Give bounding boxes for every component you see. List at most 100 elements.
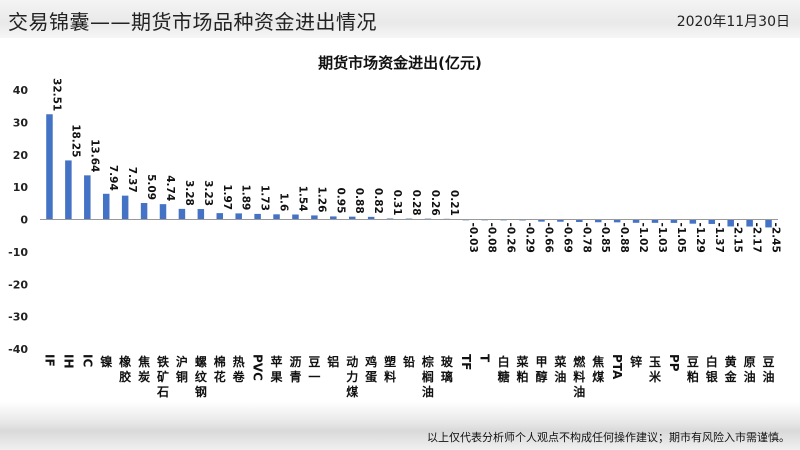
data-label: -2.45 [770,223,782,253]
category-label: 沪铜 [176,354,188,384]
data-label: 1.6 [278,193,290,212]
category-label: T [478,354,492,363]
data-label: 7.94 [107,165,119,191]
chart-title: 期货市场资金进出(亿元) [318,54,482,72]
bars-group [46,114,772,228]
data-label: -1.02 [637,223,649,253]
data-label: 3.28 [183,180,195,206]
data-label: 0.95 [334,188,346,214]
category-label: 棉花 [214,354,226,384]
y-axis: 40 30 20 10 0 -10 -20 -30 -40 [8,84,28,356]
bar [65,160,72,220]
category-label: 豆粕 [687,355,699,384]
data-label: 3.23 [202,180,214,206]
fund-flow-chart: 期货市场资金进出(亿元) 40 30 20 10 0 -10 -20 -30 -40 32.51… [8,54,781,399]
bar [708,219,716,224]
category-label: 燃料油 [573,354,586,399]
bar [330,216,337,220]
category-label: 苹果 [270,354,283,384]
bar [273,214,280,220]
y-tick-label: 10 [13,181,29,194]
data-label: 0.82 [372,188,384,214]
category-label: 动力煤 [346,355,358,399]
category-label: 玻璃 [441,354,454,384]
data-label: -0.29 [524,223,536,253]
category-label: 原油 [744,355,756,384]
category-label: 橡胶 [119,354,132,384]
category-label: 焦炭 [137,354,150,384]
data-label: 1.89 [240,184,252,210]
footer-band [0,402,800,450]
bar [46,114,53,220]
data-label: 13.64 [88,139,100,172]
data-labels-group: 32.51 18.25 13.64 7.94 7.37 5.09 4.74 3.28 3.23 1… [50,78,781,253]
data-label: 4.74 [164,175,176,201]
data-label: 7.37 [126,167,138,193]
bar [102,193,110,220]
data-label: -1.37 [713,223,725,253]
category-label: 焦煤 [591,354,604,384]
report-date: 2020年11月30日 [676,14,790,30]
bar [765,219,772,228]
data-label: -1.03 [656,223,668,253]
category-label: IF [42,354,56,367]
category-label: TF [459,354,473,370]
category-label: 塑料 [384,354,396,384]
bar [727,219,734,227]
category-label: 螺纹钢 [195,354,208,399]
bar [140,203,148,220]
y-tick-label: 0 [20,214,28,227]
category-label: 棕榈油 [421,354,434,399]
disclaimer-text: 以上仅代表分析师个人观点不构成任何操作建议；期市有风险入市需谨慎。 [427,431,790,444]
bar [689,219,697,224]
bar [367,216,375,220]
bar [311,215,318,220]
bar [613,219,621,223]
y-tick-label: 40 [13,84,29,97]
category-label: 铁矿石 [156,354,169,399]
data-label: -0.78 [580,223,592,253]
data-label: -0.66 [542,223,554,253]
data-label: 0.21 [448,190,460,216]
data-label: -2.17 [751,223,763,253]
bar [557,219,564,222]
category-label: 镍 [100,354,112,369]
bar [576,219,583,223]
y-tick-label: 20 [13,149,29,162]
category-label: 沥青 [289,355,301,384]
y-tick-label: -10 [8,246,28,259]
bar [538,219,545,222]
data-label: -1.29 [694,223,706,253]
data-label: 1.26 [315,186,327,212]
bar [84,175,91,220]
data-label: 1.54 [296,186,308,212]
category-label: PTA [610,354,624,380]
category-label: 铅 [402,354,415,369]
category-label: 鸡蛋 [364,354,377,384]
bar [670,219,678,223]
category-label: 热卷 [232,354,246,384]
category-label: PP [667,354,681,372]
category-label: 黄金 [724,354,738,384]
data-label: 0.88 [353,188,365,214]
category-label: IC [80,354,94,367]
data-label: -0.69 [561,223,573,253]
data-label: 32.51 [50,78,62,111]
y-tick-label: -30 [8,311,28,324]
data-label: 0.28 [410,190,422,216]
data-label: 1.73 [259,185,271,211]
bar [159,204,167,220]
category-label: IH [61,354,75,369]
header-band: 交易锦囊——期货市场品种资金进出情况 2020年11月30日 [0,0,800,38]
category-label: PVC [251,354,265,381]
x-axis-labels: IF IH IC 镍橡胶焦炭铁矿石沪铜螺纹钢棉花热卷 PVC 苹果沥青豆一铝 动力煤鸡蛋塑料… [42,354,774,399]
data-label: 0.26 [429,190,441,216]
y-tick-label: 30 [13,116,29,129]
data-label: 0.31 [391,190,403,216]
category-label: 菜油 [553,354,566,384]
category-label: 豆一 [308,355,320,384]
bar [632,219,640,223]
data-label: -0.85 [599,223,611,253]
page-title: 交易锦囊——期货市场品种资金进出情况 [8,10,377,34]
bar [386,218,394,220]
